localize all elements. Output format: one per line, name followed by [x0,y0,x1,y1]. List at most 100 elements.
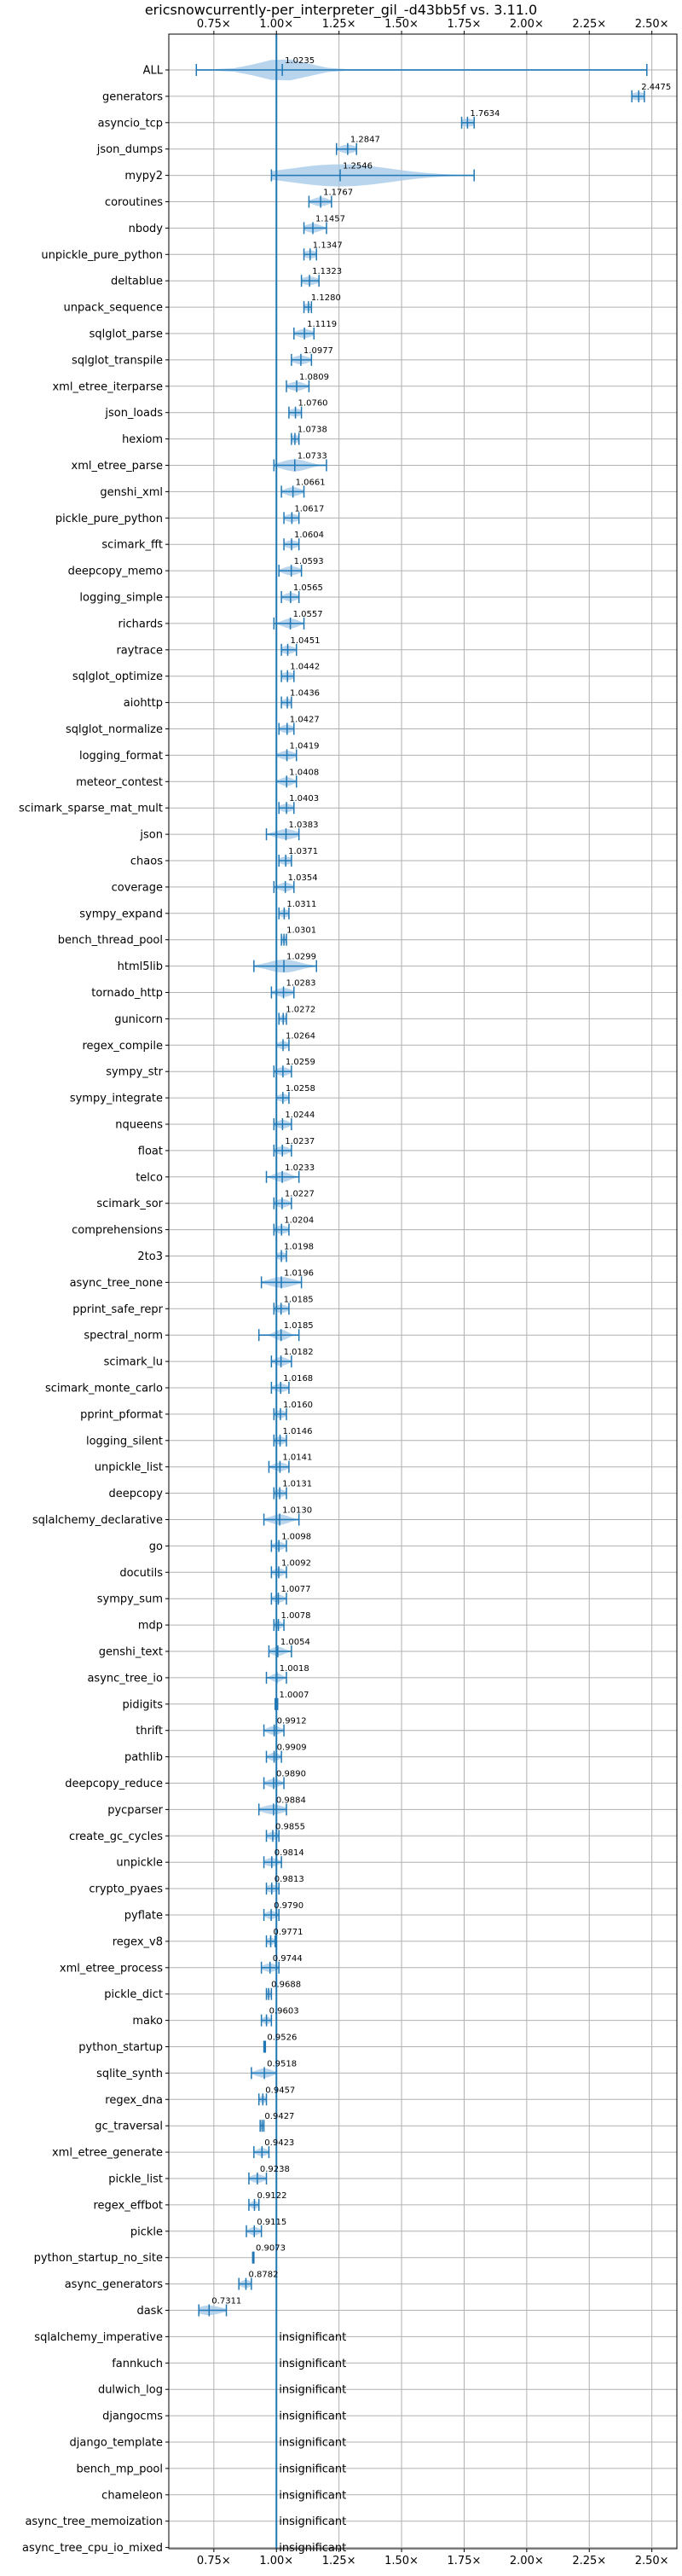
chart-title: ericsnowcurrently-per_interpreter_gil_-d… [145,2,537,19]
value-label: 1.0092 [281,1558,311,1568]
benchmark-label: nqueens [115,1119,163,1132]
benchmark-label: logging_silent [86,1435,163,1448]
benchmark-label: aiohttp [124,697,163,710]
value-label: 0.8782 [248,2271,278,2280]
benchmark-label: json_dumps [96,143,163,156]
marks-layer [195,64,648,2317]
benchmark-label: chameleon [101,2489,163,2502]
value-label: 1.0565 [293,583,323,593]
value-label: 1.0160 [283,1401,313,1410]
value-label: 1.0168 [283,1374,313,1384]
value-label: 0.9790 [274,1901,303,1911]
value-label: 1.0141 [282,1453,312,1463]
insignificant-label: insignificant [279,2515,346,2528]
benchmark-label: 2to3 [137,1250,163,1263]
benchmark-label: async_tree_cpu_io_mixed [22,2542,163,2555]
benchmark-label: pickle_dict [104,1988,163,2001]
benchmark-label: sympy_integrate [70,1093,163,1105]
value-label: 1.0442 [290,663,320,672]
value-label: 0.9813 [275,1875,304,1884]
value-label: 1.0098 [281,1532,311,1541]
benchmark-label: json_loads [104,407,163,420]
axis-layer: 0.75× 0.75× 1.00× 1.00× 1.25× 1.25× 1.50× 1.50×… [19,18,669,2567]
benchmark-label: bench_thread_pool [58,934,163,947]
benchmark-label: pathlib [124,1751,163,1764]
x-tick-label-top: 2.25× [572,18,606,31]
x-tick-label-top: 1.25× [322,18,356,31]
value-label: 1.7634 [470,109,500,119]
insignificant-label: insignificant [279,2463,346,2475]
value-label: 1.2546 [343,162,373,171]
insignificant-label: insignificant [279,2358,346,2370]
benchmark-label: sympy_expand [79,908,163,920]
benchmark-label: async_tree_memoization [25,2515,163,2528]
value-label: 1.0130 [282,1506,312,1516]
benchmark-label: deepcopy_memo [68,566,163,578]
x-tick-label-top: 1.50× [384,18,419,31]
value-label: 1.0078 [281,1611,311,1621]
benchmark-label: regex_dna [105,2094,163,2107]
benchmark-label: raytrace [116,644,163,657]
value-label: 1.1457 [315,214,345,223]
x-tick-label-top: 2.50× [635,18,669,31]
benchmark-label: pprint_pformat [80,1408,163,1421]
value-label: 1.0198 [284,1243,314,1252]
benchmark-label: pprint_safe_repr [72,1303,163,1316]
benchmark-label: coroutines [105,196,163,209]
value-label: 1.0018 [280,1664,309,1674]
violin-layer [196,59,647,2316]
insignificant-label: insignificant [279,2437,346,2450]
benchmark-label: meteor_contest [76,776,163,789]
benchmark-label: dulwich_log [98,2384,163,2397]
benchmark-label: sqlglot_normalize [66,723,163,736]
benchmark-label: fannkuch [112,2358,163,2370]
benchmark-label: pycparser [107,1804,163,1817]
x-tick-label-bottom: 2.00× [510,2555,544,2567]
benchmark-label: scimark_sor [96,1198,163,1210]
benchmark-label: hexiom [122,433,163,446]
benchmark-label: sqlglot_optimize [72,670,163,683]
benchmark-label: go [149,1540,163,1553]
value-label: 1.0809 [299,373,329,382]
benchmark-label: spectral_norm [84,1330,163,1343]
x-tick-label-bottom: 2.50× [635,2555,669,2567]
value-label: 1.1767 [323,189,353,198]
value-label: 1.0760 [298,399,328,409]
benchmark-label: logging_simple [79,592,163,605]
benchmark-label: scimark_sparse_mat_mult [19,803,163,815]
benchmark-label: coverage [112,881,163,894]
value-label: 1.0733 [298,452,327,461]
value-label: 1.0007 [279,1691,309,1700]
benchmark-label: sqlalchemy_declarative [32,1514,163,1527]
value-label: 1.0661 [296,478,326,487]
x-tick-label-bottom: 1.75× [448,2555,482,2567]
benchmark-label: mako [132,2015,163,2028]
value-label: 0.9457 [265,2086,295,2095]
value-label: 2.4475 [641,83,671,92]
benchmark-label: mypy2 [124,170,163,183]
benchmark-label: docutils [119,1567,163,1580]
benchmark-label: scimark_monte_carlo [45,1383,163,1395]
benchmark-label: gc_traversal [95,2121,163,2133]
benchmark-label: generators [102,90,163,103]
value-label: 1.0436 [290,689,320,699]
value-label: 1.0146 [283,1427,313,1436]
benchmark-label: python_startup [78,2041,163,2054]
value-label: 1.0131 [282,1480,312,1489]
labels-layer: 1.0235 2.4475 1.7634 1.2847 1.2546 1.1767 1.14… [211,56,671,2555]
value-label: 1.0311 [286,900,316,909]
benchmark-label: crypto_pyaes [89,1883,163,1896]
benchmark-label: sqlglot_transpile [72,354,163,367]
value-label: 1.1323 [312,267,342,276]
benchmark-label: async_generators [65,2278,164,2291]
value-label: 0.9238 [260,2165,290,2174]
value-label: 0.9884 [276,1796,306,1805]
benchmark-label: asyncio_tcp [98,117,163,130]
value-label: 1.0185 [284,1321,314,1331]
benchmark-label: genshi_xml [100,486,163,499]
benchmark-label: xml_etree_parse [72,460,163,473]
value-label: 1.0233 [285,1163,315,1173]
value-label: 1.0371 [288,847,318,856]
